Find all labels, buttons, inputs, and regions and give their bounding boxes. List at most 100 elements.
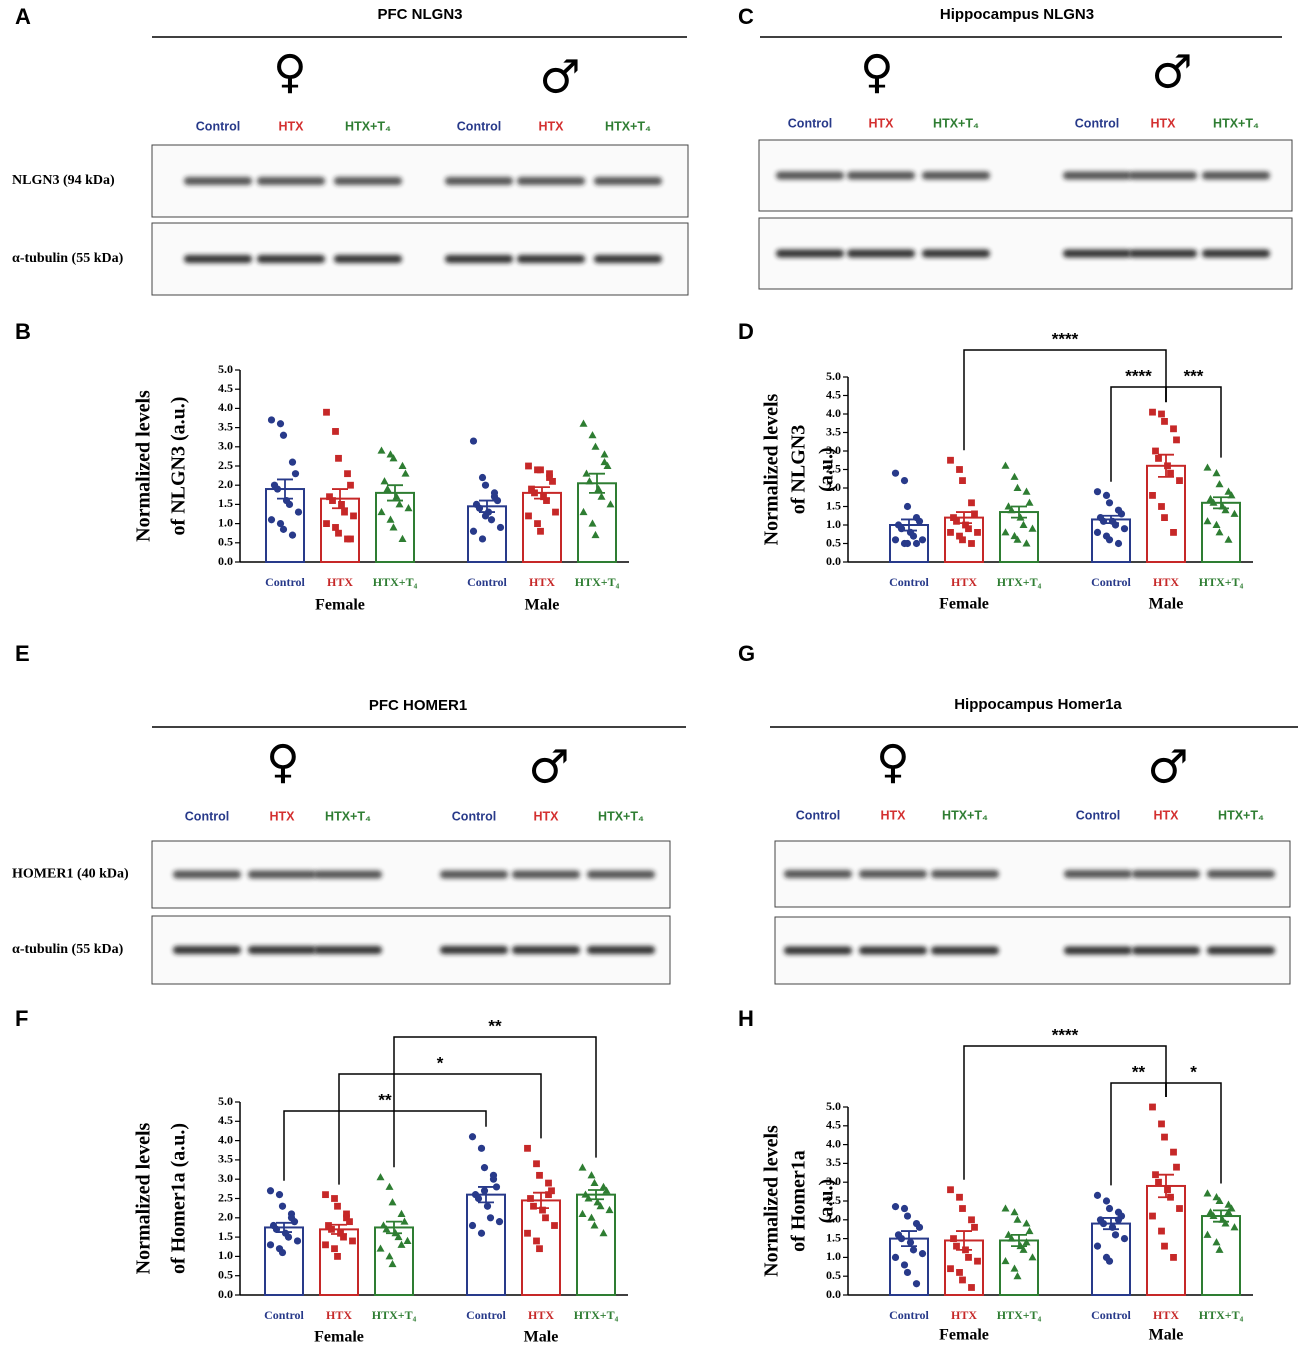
- error-bar: [1103, 514, 1119, 525]
- data-point: [903, 502, 912, 511]
- data-point: [585, 477, 594, 485]
- data-point: [1149, 492, 1156, 499]
- x-tick-label: HTX: [1153, 575, 1179, 589]
- data-point: [266, 1241, 275, 1249]
- error-bar: [589, 472, 605, 494]
- significance-bracket: [963, 1045, 1167, 1180]
- data-point: [1001, 461, 1010, 469]
- blot-band: [1063, 249, 1131, 258]
- data-point: [1158, 1120, 1165, 1128]
- significance-label: **: [378, 1090, 392, 1109]
- data-point: [397, 1240, 406, 1248]
- data-point: [900, 477, 909, 485]
- lane-label: Control: [457, 119, 501, 133]
- lane-label: HTX+T₄: [598, 809, 644, 823]
- y-axis-label: Normalized levels: [761, 393, 783, 545]
- data-point: [1105, 536, 1114, 544]
- data-point: [347, 535, 354, 543]
- row-label: α-tubulin (55 kDa): [12, 942, 124, 957]
- data-point: [267, 516, 276, 524]
- data-point: [376, 1173, 385, 1181]
- x-tick-label: HTX+T₄: [372, 1308, 417, 1322]
- data-point: [267, 416, 276, 424]
- data-point: [1007, 506, 1016, 514]
- y-axis-label: (a.u.): [816, 447, 838, 491]
- significance-bracket: [283, 1110, 487, 1181]
- data-point: [1173, 1163, 1180, 1171]
- data-point: [965, 525, 972, 533]
- data-point: [590, 1221, 599, 1229]
- lane-label: HTX+T₄: [325, 809, 371, 823]
- data-point: [1158, 503, 1165, 510]
- lane-label: HTX: [869, 116, 895, 130]
- data-point: [947, 1186, 954, 1194]
- blot-band: [445, 177, 513, 185]
- data-point: [1155, 455, 1162, 462]
- x-tick-label: Control: [889, 575, 929, 589]
- error-bar: [534, 486, 550, 500]
- blot-band: [847, 171, 915, 180]
- data-point: [965, 1254, 972, 1261]
- data-point: [900, 1204, 909, 1213]
- data-point: [1209, 498, 1218, 506]
- data-point: [1161, 1242, 1168, 1250]
- data-point: [328, 1225, 335, 1233]
- data-point: [909, 532, 918, 540]
- blot-band: [1207, 870, 1275, 878]
- data-point: [382, 1225, 391, 1233]
- data-point: [288, 458, 297, 466]
- data-point: [1164, 462, 1171, 470]
- data-point: [284, 1233, 293, 1241]
- data-point: [487, 516, 496, 524]
- blot-band: [1129, 171, 1197, 180]
- data-point: [469, 527, 478, 535]
- data-point: [903, 539, 912, 548]
- error-bar: [901, 1230, 917, 1248]
- data-point: [950, 514, 957, 521]
- data-point: [1010, 1264, 1019, 1272]
- data-point: [1149, 1103, 1156, 1111]
- y-tick-label: 2.0: [218, 1210, 233, 1224]
- data-point: [606, 500, 615, 508]
- data-point: [1212, 1238, 1221, 1246]
- data-point: [546, 474, 553, 481]
- data-point: [1022, 1219, 1031, 1227]
- data-point: [343, 1210, 350, 1218]
- error-bar: [588, 1189, 604, 1201]
- blot-band: [184, 177, 252, 185]
- lane-label: HTX: [279, 119, 305, 133]
- data-point: [394, 1232, 403, 1241]
- data-point: [404, 504, 413, 512]
- data-point: [1102, 491, 1111, 499]
- y-tick-label: 0.5: [826, 1268, 841, 1282]
- significance-label: ****: [1125, 366, 1152, 385]
- x-tick-label: HTX: [951, 1308, 977, 1322]
- y-tick-label: 5.0: [826, 1099, 841, 1113]
- significance-label: ****: [1052, 1025, 1079, 1044]
- data-point: [549, 477, 556, 485]
- data-point: [377, 446, 386, 454]
- data-point: [1001, 528, 1010, 536]
- data-point: [968, 499, 975, 507]
- x-tick-label: Control: [265, 575, 305, 589]
- y-tick-label: 4.0: [218, 400, 233, 414]
- row-label: α-tubulin (55 kDa): [12, 251, 124, 266]
- lane-label: HTX+T₄: [605, 119, 651, 133]
- data-point: [389, 523, 398, 531]
- data-point: [953, 1242, 960, 1250]
- lane-label: HTX+T₄: [345, 119, 391, 133]
- data-point: [1117, 510, 1126, 518]
- y-tick-label: 3.5: [826, 424, 841, 438]
- data-point: [546, 470, 553, 478]
- data-point: [1004, 1230, 1013, 1238]
- blot-band: [334, 177, 402, 185]
- error-bar: [386, 1220, 402, 1235]
- blot-band: [847, 249, 915, 258]
- y-tick-label: 5.0: [826, 369, 841, 383]
- data-point: [325, 1222, 332, 1229]
- female-symbol: ♀: [273, 45, 307, 99]
- data-point: [1105, 1204, 1114, 1213]
- data-point: [403, 1236, 412, 1244]
- data-point: [536, 1171, 543, 1179]
- data-point: [959, 1205, 966, 1212]
